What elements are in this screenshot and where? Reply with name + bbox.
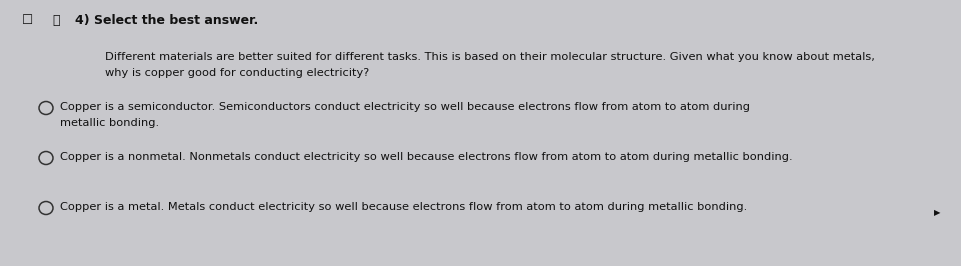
Text: ⎓: ⎓ [52,14,60,27]
Text: Copper is a semiconductor. Semiconductors conduct electricity so well because el: Copper is a semiconductor. Semiconductor… [60,102,750,112]
Text: metallic bonding.: metallic bonding. [60,118,159,128]
Text: ☐: ☐ [22,14,34,27]
Text: Copper is a metal. Metals conduct electricity so well because electrons flow fro: Copper is a metal. Metals conduct electr… [60,202,747,212]
Text: Different materials are better suited for different tasks. This is based on thei: Different materials are better suited fo… [105,52,874,62]
Text: ▶: ▶ [932,208,939,217]
Text: why is copper good for conducting electricity?: why is copper good for conducting electr… [105,68,369,78]
Text: Copper is a nonmetal. Nonmetals conduct electricity so well because electrons fl: Copper is a nonmetal. Nonmetals conduct … [60,152,792,162]
Text: 4) Select the best answer.: 4) Select the best answer. [75,14,258,27]
